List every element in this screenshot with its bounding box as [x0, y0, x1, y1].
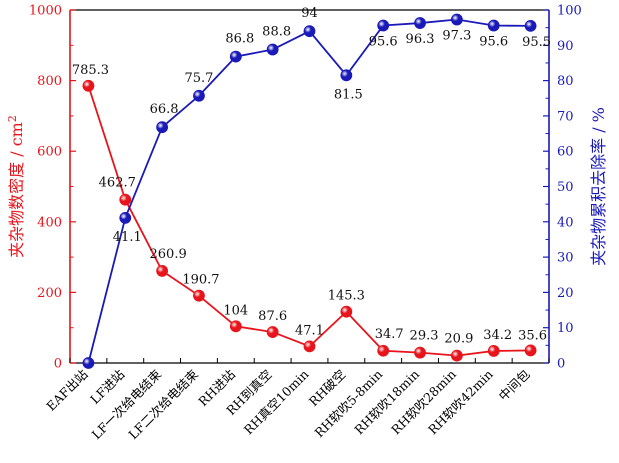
data-label: 34.7 [375, 327, 404, 342]
data-label: 190.7 [182, 273, 219, 288]
data-label: 785.3 [72, 63, 109, 78]
data-label: 41.1 [113, 230, 142, 245]
series-points [82, 13, 537, 369]
right-tick-label: 50 [557, 180, 574, 195]
x-category-label: RH软吹18min [351, 367, 422, 438]
left-series-point [414, 346, 426, 359]
right-tick-label: 40 [557, 215, 574, 230]
data-label: 66.8 [150, 102, 179, 117]
right-tick-label: 20 [557, 286, 574, 301]
data-label: 96.3 [406, 32, 435, 47]
left-tick-label: 800 [37, 74, 62, 89]
right-tick-label: 0 [557, 357, 565, 372]
left-series-point [524, 344, 537, 357]
right-series-point [524, 19, 537, 32]
left-series-point [193, 289, 205, 302]
left-series-line [87, 85, 531, 357]
series-lines [87, 18, 531, 364]
data-label: 95.6 [479, 35, 508, 50]
left-series-point [340, 305, 353, 318]
data-label: 97.3 [442, 29, 471, 44]
x-category-label: RH真空10min [241, 367, 312, 438]
x-category-label: RH软吹42min [425, 367, 496, 438]
right-series-point [193, 89, 205, 102]
right-axis-title: 夹杂物累积去除率 / % [589, 107, 608, 266]
x-category-label: 中间包 [496, 367, 533, 404]
data-label: 104 [223, 303, 248, 318]
right-series-point [414, 17, 426, 29]
left-series-point [229, 320, 242, 333]
right-series-point [487, 19, 500, 32]
left-series-point [82, 79, 95, 92]
data-label: 29.3 [410, 329, 439, 344]
right-tick-label: 80 [557, 74, 574, 89]
left-series-point [487, 345, 500, 357]
left-series-point [156, 265, 169, 277]
data-label: 95.5 [522, 35, 551, 50]
right-series-point [266, 43, 279, 56]
left-series-point [119, 193, 132, 206]
left-axis-title-superscript: 2 [6, 115, 19, 122]
right-series-point [82, 357, 95, 369]
right-tick-label: 100 [557, 4, 582, 19]
data-label: 47.1 [295, 323, 324, 338]
tick-marks [69, 9, 550, 364]
right-tick-label: 60 [557, 145, 574, 160]
data-label: 20.9 [444, 332, 473, 347]
right-tick-label: 70 [557, 109, 574, 124]
left-tick-label: 200 [37, 286, 62, 301]
data-label: 75.7 [184, 71, 213, 86]
left-tick-label: 400 [37, 215, 62, 230]
data-label: 34.2 [483, 328, 512, 343]
right-tick-label: 30 [557, 251, 574, 266]
left-series-point [450, 349, 463, 362]
left-tick-label: 1000 [29, 4, 62, 19]
left-tick-label: 600 [37, 145, 62, 160]
right-series-point [377, 19, 390, 32]
right-series-point [340, 69, 353, 82]
data-label: 145.3 [328, 289, 365, 304]
data-label: 94 [301, 6, 318, 21]
left-tick-label: 0 [54, 357, 62, 372]
data-label: 87.6 [258, 309, 287, 324]
x-category-label: RH软吹28min [388, 367, 459, 438]
x-category-label: EAF出站 [43, 367, 90, 414]
right-series-line [87, 18, 531, 364]
labels: 0 200 400 600 800 1000 0 10 20 30 40 50 60 70 80 90 100 E… [6, 4, 609, 443]
right-series-point [229, 50, 242, 63]
data-label: 462.7 [99, 176, 136, 191]
left-series-point [303, 340, 316, 353]
data-label: 35.6 [518, 328, 547, 343]
data-label: 260.9 [150, 247, 187, 262]
right-series-point [156, 121, 169, 134]
data-label: 95.6 [369, 35, 398, 50]
left-series-point [377, 344, 390, 357]
data-label: 81.5 [334, 87, 363, 102]
axes [69, 9, 550, 364]
left-series-point [266, 326, 279, 338]
right-series-point [119, 212, 132, 224]
right-tick-label: 10 [557, 321, 574, 336]
right-tick-label: 90 [557, 39, 574, 54]
data-label: 88.8 [262, 25, 291, 40]
right-series-point [450, 13, 463, 26]
data-label: 86.8 [225, 32, 254, 47]
right-series-point [303, 25, 316, 38]
left-axis-title: 夹杂物数密度 / cm2 [6, 115, 27, 258]
